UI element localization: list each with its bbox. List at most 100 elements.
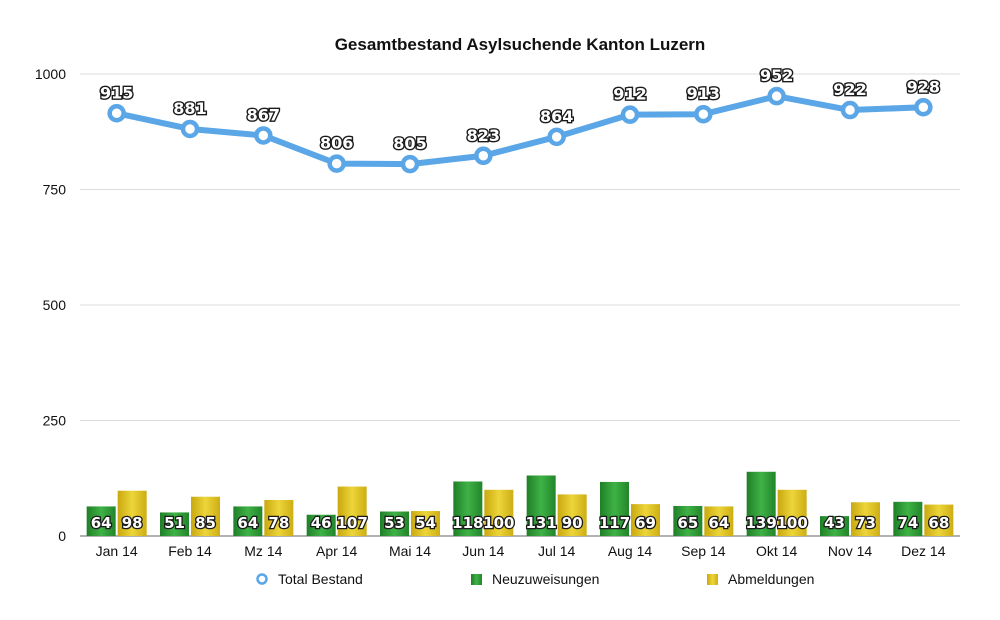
x-tick-label: Okt 14 (756, 543, 797, 559)
x-tick-label: Nov 14 (828, 543, 873, 559)
bar-abmeldungen (191, 496, 220, 536)
x-tick-label: Aug 14 (608, 543, 653, 559)
bar-value-label: 85 (195, 514, 216, 532)
bar-abmeldungen (704, 506, 734, 536)
total-line: 915 881 867 806 805 823 864 912 913 952 922 928 (99, 65, 941, 174)
bar-value-label: 64 (237, 514, 258, 532)
bar-value-label: 118 (452, 514, 483, 532)
x-axis-ticks: Jan 14 Feb 14 Mz 14 Apr 14 Mai 14 Jun 14 Jul 1… (96, 543, 946, 559)
bar-value-label: 117 (599, 514, 630, 532)
bar-abmeldungen (337, 486, 367, 536)
legend-label: Total Bestand (278, 571, 363, 587)
line-point (620, 105, 640, 124)
bar-value-label: 90 (562, 514, 583, 532)
point-value-label: 913 (687, 84, 720, 103)
legend-marker-bar (707, 574, 718, 585)
y-tick-label: 750 (43, 182, 67, 198)
y-tick-label: 1000 (35, 66, 66, 82)
bar-abmeldungen (631, 504, 660, 536)
bar-neuzuweisungen (820, 516, 849, 536)
line-point (254, 126, 273, 145)
bar-neuzuweisungen (673, 505, 703, 536)
legend-label: Neuzuweisungen (492, 571, 599, 587)
point-value-label: 806 (320, 134, 353, 153)
point-value-label: 864 (540, 107, 573, 126)
bar-value-label: 74 (897, 514, 918, 532)
bar-neuzuweisungen (453, 481, 483, 536)
gridlines (80, 73, 960, 537)
chart-title: Gesamtbestand Asylsuchende Kanton Luzern (335, 35, 706, 54)
bar-value-label: 64 (91, 514, 112, 532)
line-point (694, 104, 713, 124)
line-point (327, 154, 346, 173)
bar-value-label: 107 (337, 514, 368, 532)
y-tick-label: 500 (43, 297, 67, 313)
bar-neuzuweisungen (893, 501, 923, 536)
bar-value-label: 51 (164, 514, 185, 532)
point-value-label: 952 (760, 66, 793, 85)
bar-value-label: 64 (708, 514, 729, 532)
bar-neuzuweisungen (160, 512, 189, 536)
line-point (547, 127, 566, 147)
x-tick-label: Dez 14 (901, 543, 946, 559)
bar-value-label: 78 (268, 514, 289, 532)
bar-value-label: 54 (415, 514, 436, 532)
bar-value-label: 131 (526, 514, 557, 532)
x-tick-label: Sep 14 (681, 543, 726, 559)
bars: 64 51 64 46 53 118 131 117 65 139 43 74 98 85 78 107 54 1… (86, 471, 954, 536)
y-tick-label: 250 (43, 413, 67, 429)
point-value-label: 805 (393, 134, 426, 153)
bar-abmeldungen (264, 499, 294, 536)
x-tick-label: Mai 14 (389, 543, 431, 559)
bar-abmeldungen (851, 502, 880, 536)
bar-neuzuweisungen (380, 511, 409, 536)
legend-marker-line (256, 573, 268, 585)
bar-value-label: 139 (746, 514, 777, 532)
y-axis-ticks: 0 250 500 750 1000 (35, 66, 66, 544)
x-tick-label: Jul 14 (538, 543, 576, 559)
point-value-label: 922 (833, 80, 866, 99)
bar-abmeldungen (924, 504, 954, 536)
x-tick-label: Jan 14 (96, 543, 138, 559)
point-value-label: 915 (100, 83, 133, 102)
bar-abmeldungen (411, 511, 440, 536)
bar-value-label: 53 (384, 514, 405, 532)
point-value-label: 867 (247, 105, 280, 124)
bar-neuzuweisungen (600, 481, 629, 536)
bar-abmeldungen (484, 489, 514, 536)
point-value-label: 928 (907, 77, 940, 96)
bar-neuzuweisungen (233, 506, 263, 536)
line-point (474, 146, 493, 166)
bar-abmeldungen (117, 490, 147, 536)
bar-neuzuweisungen (526, 475, 556, 536)
point-value-label: 881 (173, 99, 206, 118)
bar-abmeldungen (777, 489, 807, 536)
x-tick-label: Mz 14 (244, 543, 282, 559)
legend: Total Bestand Neuzuweisungen Abmeldungen (256, 571, 814, 587)
legend-label: Abmeldungen (728, 571, 814, 587)
legend-marker-bar (471, 574, 482, 585)
x-tick-label: Jun 14 (462, 543, 504, 559)
line-point (767, 86, 786, 106)
bar-value-label: 68 (928, 514, 949, 532)
total-bestand-line (113, 93, 927, 168)
bar-value-label: 73 (855, 514, 876, 532)
bar-neuzuweisungen (86, 506, 116, 536)
bar-neuzuweisungen (746, 471, 776, 536)
x-tick-label: Apr 14 (316, 543, 357, 559)
bar-abmeldungen (557, 494, 587, 536)
bar-value-label: 98 (122, 514, 143, 532)
line-point (914, 98, 933, 117)
point-value-label: 912 (613, 85, 646, 104)
line-point (180, 119, 200, 139)
y-tick-label: 0 (58, 528, 66, 544)
line-point (840, 100, 860, 120)
bar-value-label: 100 (777, 514, 808, 532)
bar-value-label: 69 (635, 514, 656, 532)
line-point (400, 154, 420, 174)
bar-value-label: 100 (483, 514, 514, 532)
bar-value-label: 43 (824, 514, 845, 532)
x-tick-label: Feb 14 (168, 543, 212, 559)
line-point (107, 104, 126, 123)
